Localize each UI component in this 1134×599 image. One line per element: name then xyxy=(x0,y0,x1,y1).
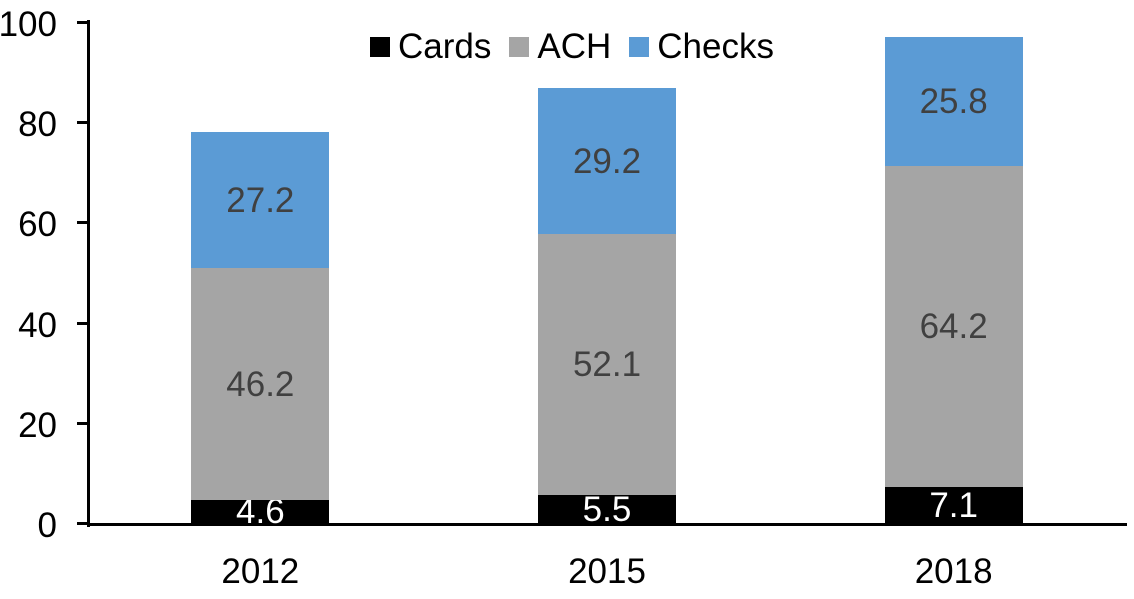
bar-value-label: 27.2 xyxy=(226,180,295,220)
y-axis-tick xyxy=(77,21,87,24)
bar-segment-checks-2012: 27.2 xyxy=(191,132,330,269)
legend-swatch-icon xyxy=(370,36,390,57)
y-axis-line xyxy=(87,20,90,527)
legend-item-cards: Cards xyxy=(370,29,491,64)
bar-value-label: 5.5 xyxy=(582,489,632,529)
y-axis-tick xyxy=(77,121,87,125)
bar-segment-checks-2015: 29.2 xyxy=(538,88,676,235)
legend-label: Cards xyxy=(398,27,492,66)
x-axis-label-2015: 2015 xyxy=(568,552,646,591)
legend-label: ACH xyxy=(537,27,612,66)
y-axis-tick xyxy=(77,321,87,325)
legend-item-ach: ACH xyxy=(509,29,611,64)
bar-value-label: 52.1 xyxy=(572,345,642,385)
y-axis-tick xyxy=(77,522,87,525)
y-tick-label: 20 xyxy=(18,405,57,445)
y-tick-label: 100 xyxy=(0,5,57,44)
x-axis-line xyxy=(87,523,1127,526)
bar-segment-ach-2018: 64.2 xyxy=(884,165,1023,488)
legend: Cards ACH Checks xyxy=(370,29,774,64)
y-tick-label: 0 xyxy=(37,506,57,545)
x-axis-label-2018: 2018 xyxy=(914,552,993,591)
y-tick-label: 60 xyxy=(18,205,57,245)
bar-value-label: 46.2 xyxy=(226,364,295,404)
y-axis-tick xyxy=(77,221,87,225)
bar-value-label: 25.8 xyxy=(919,81,988,121)
legend-item-checks: Checks xyxy=(629,29,774,64)
legend-swatch-icon xyxy=(629,36,650,57)
bar-value-label: 29.2 xyxy=(572,141,642,181)
y-tick-label: 80 xyxy=(18,105,57,145)
bar-segment-ach-2015: 52.1 xyxy=(538,234,676,496)
bar-segment-cards-2012: 4.6 xyxy=(191,494,330,529)
bar-segment-ach-2012: 46.2 xyxy=(191,268,330,500)
bar-segment-cards-2018: 7.1 xyxy=(884,485,1023,525)
y-tick-label: 40 xyxy=(18,305,57,345)
bar-value-label: 64.2 xyxy=(919,307,988,347)
bar-value-label: 7.1 xyxy=(929,485,978,525)
legend-label: Checks xyxy=(657,27,774,66)
legend-swatch-icon xyxy=(509,36,530,57)
bar-segment-checks-2018: 25.8 xyxy=(884,36,1023,166)
x-axis-label-2012: 2012 xyxy=(221,552,300,591)
y-axis-tick xyxy=(77,421,87,425)
bar-segment-cards-2015: 5.5 xyxy=(538,492,676,527)
